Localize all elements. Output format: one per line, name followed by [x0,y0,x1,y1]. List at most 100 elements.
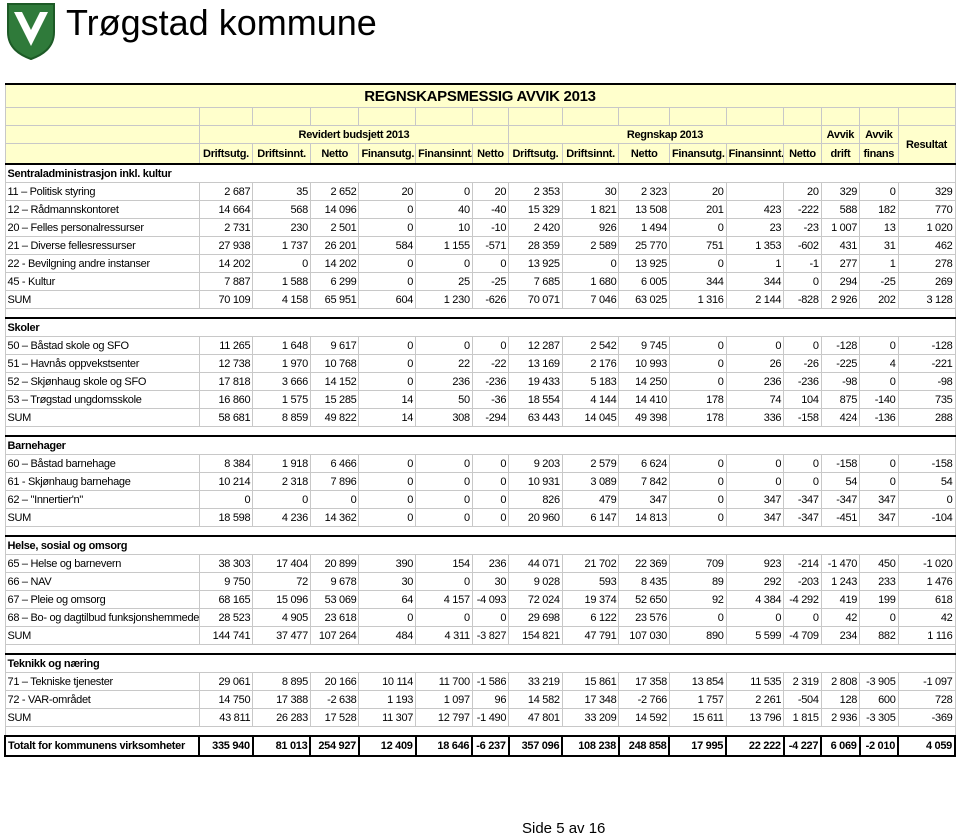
cell: 0 [198,490,254,509]
cell: 0 [668,608,727,627]
cell: -104 [897,508,956,527]
cell: REGNSKAPSMESSIG AVVIK 2013 [4,83,956,108]
cell: -140 [859,390,899,409]
cell: 22 369 [618,554,670,573]
cell: 294 [820,272,861,291]
row: Teknikk og næring [4,653,956,673]
cell: 0 [725,608,785,627]
cell: 0 [668,490,727,509]
cell: -4 709 [783,626,822,645]
cell: -158 [783,408,822,427]
cell: 0 [471,336,510,355]
cell: 13 854 [668,672,727,691]
cell: 0 [471,490,510,509]
cell: -626 [471,290,510,309]
cell: 20 [668,182,727,201]
row: Skoler [4,317,956,337]
cell: -36 [471,390,510,409]
cell: 67 – Pleie og omsorg [4,590,200,609]
cell: 0 [561,254,620,273]
cell: 0 [415,490,473,509]
cell: -1 097 [897,672,956,691]
cell: 735 [897,390,956,409]
cell: 1 097 [415,690,473,709]
cell [309,107,360,126]
cell: 21 702 [561,554,620,573]
cell: 27 938 [198,236,254,255]
cell: 14 250 [618,372,670,391]
cell: 1 737 [252,236,311,255]
cell: 2 319 [783,672,822,691]
cell [4,143,200,165]
cell: 2 501 [309,218,360,237]
cell: 1 815 [783,708,822,727]
cell: 3 128 [897,290,956,309]
cell: 2 808 [820,672,861,691]
cell: 278 [897,254,956,273]
cell: 593 [561,572,620,591]
cell: 1 575 [252,390,311,409]
cell: 292 [725,572,785,591]
cell: 2 144 [725,290,785,309]
cell: 604 [358,290,417,309]
row: 62 – "Innertier'n" 0 0 0 0 0 0 826 479 347 0 347 -34… [4,490,956,509]
cell: 0 [783,272,822,291]
cell: 236 [471,554,510,573]
cell: -347 [820,490,861,509]
cell [4,526,956,537]
cell: 14 582 [508,690,563,709]
cell: 60 – Båstad barnehage [4,454,200,473]
cell: 0 [859,372,899,391]
cell: 357 096 [507,735,564,757]
cell: 18 598 [198,508,254,527]
cell [4,726,956,737]
cell: 0 [358,472,417,491]
cell: 0 [252,254,311,273]
cell: 4 144 [561,390,620,409]
cell: 25 [415,272,473,291]
cell: 17 818 [198,372,254,391]
row: SUM 58 681 8 859 49 822 14 308 -294 63 443 14 04… [4,408,956,427]
cell: 6 299 [309,272,360,291]
row [4,526,956,537]
cell: 1 020 [897,218,956,237]
cell: 347 [859,490,899,509]
cell: 2 589 [561,236,620,255]
cell: 7 685 [508,272,563,291]
row: Totalt for kommunens virksomheter 335 940… [3,735,956,757]
cell: 201 [668,200,727,219]
cell: -1 [783,254,822,273]
cell: 0 [415,182,473,201]
cell: drift [820,143,861,165]
cell: 0 [358,200,417,219]
cell [618,107,670,126]
cell: 9 617 [309,336,360,355]
cell [358,107,417,126]
cell: 68 – Bo- og dagtilbud funksjonshemmede [4,608,200,627]
cell: 14 664 [198,200,254,219]
cell: 1 [725,254,785,273]
cell: 0 [725,336,785,355]
cell [820,107,861,126]
cell: 347 [618,490,670,509]
cell: 0 [358,508,417,527]
cell: 1 193 [358,690,417,709]
cell: 20 960 [508,508,563,527]
cell: 8 435 [618,572,670,591]
cell: -128 [897,336,956,355]
cell: 23 618 [309,608,360,627]
cell: 49 398 [618,408,670,427]
cell: 0 [358,608,417,627]
cell: 14 202 [309,254,360,273]
cell: 7 842 [618,472,670,491]
cell: 0 [783,608,822,627]
cell: 0 [859,182,899,201]
cell: 1 821 [561,200,620,219]
cell: 52 – Skjønhaug skole og SFO [4,372,200,391]
cell: 751 [668,236,727,255]
cell: 30 [561,182,620,201]
cell: 18 554 [508,390,563,409]
cell: -1 020 [897,554,956,573]
cell: 28 523 [198,608,254,627]
cell: 13 508 [618,200,670,219]
